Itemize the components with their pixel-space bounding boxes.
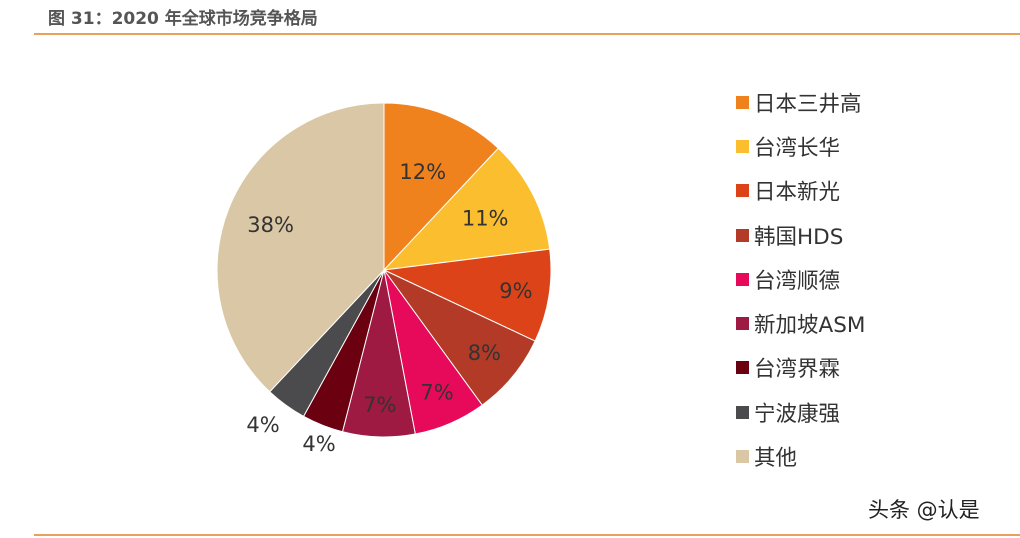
legend-label: 其他	[754, 446, 798, 472]
legend-item-item-2: 台湾长华	[736, 124, 865, 168]
pie-slice-item-1	[383, 102, 500, 272]
legend-label: 台湾界霖	[754, 357, 841, 383]
legend-item-hds: 韩国HDS	[736, 213, 865, 257]
legend-swatch	[736, 450, 749, 464]
slice-label-item-8: 4%	[246, 413, 279, 437]
top-divider	[34, 33, 1020, 35]
bottom-divider	[34, 534, 1020, 536]
legend-swatch	[736, 228, 749, 242]
legend-label: 新加坡ASM	[754, 313, 866, 339]
slice-label-item-2: 11%	[462, 206, 509, 230]
pie-slice-item-9	[216, 102, 385, 393]
legend-label: 日本三井高	[754, 91, 862, 117]
legend-swatch	[736, 139, 749, 153]
legend-item-item-5: 台湾顺德	[736, 257, 865, 301]
watermark-text: 头条 @认是	[868, 498, 980, 522]
legend-label: 日本新光	[754, 180, 841, 206]
slice-label-item-1: 12%	[399, 160, 446, 184]
legend-item-item-9: 其他	[736, 434, 865, 478]
slice-label-hds: 8%	[468, 341, 501, 365]
legend-label: 台湾顺德	[754, 268, 841, 294]
legend-swatch	[736, 405, 749, 419]
legend-label: 韩国HDS	[754, 224, 844, 250]
legend-item-asm: 新加坡ASM	[736, 301, 865, 345]
legend-item-item-1: 日本三井高	[736, 80, 865, 124]
slice-label-item-7: 4%	[302, 432, 335, 456]
legend-swatch	[736, 95, 749, 109]
slice-label-asm: 7%	[363, 393, 396, 417]
legend-label: 宁波康强	[754, 401, 841, 427]
legend-swatch	[736, 272, 749, 286]
legend-item-item-3: 日本新光	[736, 169, 865, 213]
legend-item-item-7: 台湾界霖	[736, 346, 865, 390]
chart-legend: 日本三井高台湾长华日本新光韩国HDS 台湾顺德新加坡ASM 台湾界霖宁波康强其他	[736, 80, 865, 479]
legend-swatch	[736, 317, 749, 331]
legend-item-item-8: 宁波康强	[736, 390, 865, 434]
pie-slice-item-3	[382, 248, 552, 342]
slice-label-item-9: 38%	[247, 213, 294, 237]
figure-title: 图 31：2020 年全球市场竞争格局	[48, 9, 318, 29]
pie-slice-item-2	[382, 147, 551, 271]
legend-label: 台湾长华	[754, 135, 841, 161]
slice-label-item-3: 9%	[499, 279, 532, 303]
legend-swatch	[736, 184, 749, 198]
legend-swatch	[736, 361, 749, 375]
slice-label-item-5: 7%	[420, 381, 453, 405]
